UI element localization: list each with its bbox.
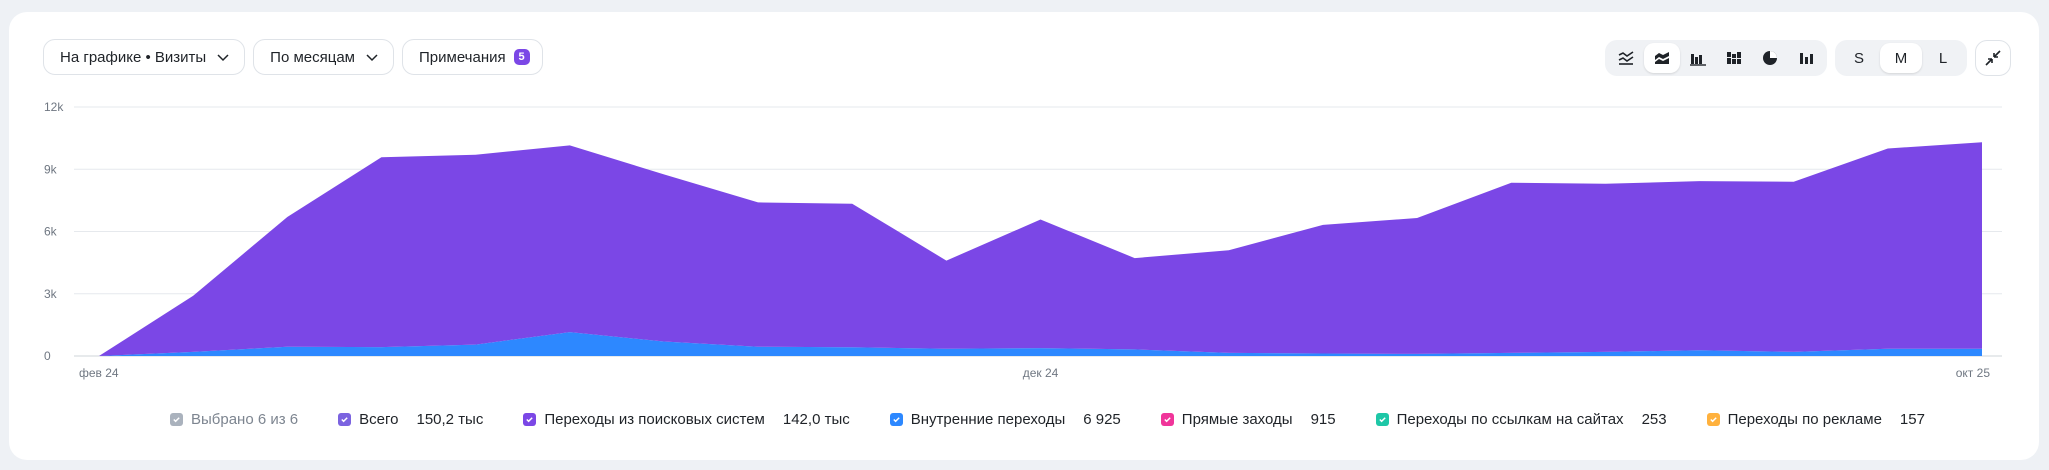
legend: Выбрано 6 из 6 Всего 150,2 тыс Переходы …	[170, 411, 1965, 428]
y-tick-label: 9k	[44, 162, 58, 176]
legend-value: 6 925	[1083, 411, 1121, 428]
period-dropdown-label: По месяцам	[270, 48, 355, 66]
size-switcher: S M L	[1835, 40, 1967, 76]
checkbox-icon	[1706, 413, 1720, 426]
y-tick-label: 0	[44, 349, 51, 363]
chevron-down-icon	[217, 54, 229, 62]
size-m-button[interactable]: M	[1880, 43, 1922, 73]
y-tick-label: 12k	[44, 100, 64, 114]
checkbox-icon	[1375, 413, 1389, 426]
legend-value: 157	[1899, 411, 1925, 428]
bar-chart-icon	[1800, 53, 1813, 64]
pie-chart-icon	[1763, 51, 1777, 65]
collapse-icon	[1985, 50, 2001, 66]
notes-count-badge: 5	[513, 49, 530, 65]
legend-label: Прямые заходы	[1181, 411, 1293, 428]
metric-dropdown[interactable]: На графике • Визиты	[43, 39, 246, 75]
toolbar-right: S M L	[1605, 40, 2011, 76]
legend-summary-label: Выбрано 6 из 6	[191, 411, 299, 428]
legend-item-internal[interactable]: Внутренние переходы 6 925	[889, 411, 1121, 428]
checkbox-icon	[889, 413, 903, 426]
stacked-bar-icon	[1727, 52, 1741, 64]
legend-label: Переходы по ссылкам на сайтах	[1396, 411, 1624, 428]
legend-item-search[interactable]: Переходы из поисковых систем 142,0 тыс	[523, 411, 850, 428]
x-tick-label: окт 25	[1956, 366, 1991, 380]
checkbox-icon	[523, 413, 537, 426]
legend-item-ads[interactable]: Переходы по рекламе 157	[1706, 411, 1925, 428]
collapse-button[interactable]	[1975, 40, 2011, 76]
checkbox-icon	[338, 413, 352, 426]
legend-label: Переходы из поисковых систем	[544, 411, 765, 428]
stacked-area-icon	[1655, 52, 1669, 64]
checkbox-icon	[170, 413, 183, 426]
y-tick-label: 6k	[44, 225, 58, 239]
chart-type-grouped-bar[interactable]	[1680, 43, 1716, 73]
size-s-button[interactable]: S	[1853, 49, 1864, 67]
series-area[interactable]	[99, 142, 1982, 356]
period-dropdown[interactable]: По месяцам	[253, 39, 394, 75]
legend-value: 253	[1641, 411, 1667, 428]
toolbar-left: На графике • Визиты По месяцам Примечани…	[43, 39, 543, 75]
legend-value: 915	[1310, 411, 1336, 428]
legend-value: 142,0 тыс	[782, 411, 850, 428]
legend-item-direct[interactable]: Прямые заходы 915	[1160, 411, 1336, 428]
size-l-button[interactable]: L	[1938, 49, 1948, 67]
chart-type-stacked-area[interactable]	[1644, 43, 1680, 73]
grouped-bar-icon	[1690, 54, 1706, 66]
area-lines-icon	[1618, 51, 1634, 65]
chart-type-bar[interactable]	[1788, 43, 1824, 73]
x-tick-label: фев 24	[79, 366, 119, 380]
chevron-down-icon	[366, 54, 378, 62]
chart-type-stacked-bar[interactable]	[1716, 43, 1752, 73]
stacked-area-chart: 0 3k 6k 9k 12k фев 24 дек 24 окт 25	[44, 100, 2002, 380]
notes-label: Примечания	[419, 48, 506, 66]
chart-type-switcher	[1605, 40, 1827, 76]
legend-item-links[interactable]: Переходы по ссылкам на сайтах 253	[1375, 411, 1667, 428]
chart-type-area-lines[interactable]	[1608, 43, 1644, 73]
notes-button[interactable]: Примечания 5	[402, 39, 543, 75]
legend-label: Внутренние переходы	[910, 411, 1066, 428]
y-tick-label: 3k	[44, 287, 58, 301]
metric-dropdown-label: На графике • Визиты	[60, 48, 207, 66]
series-area[interactable]	[99, 332, 1982, 356]
legend-label: Всего	[359, 411, 399, 428]
legend-item-total[interactable]: Всего 150,2 тыс	[338, 411, 483, 428]
chart-type-pie[interactable]	[1752, 43, 1788, 73]
x-tick-label: дек 24	[1023, 366, 1059, 380]
legend-summary[interactable]: Выбрано 6 из 6	[170, 411, 298, 428]
legend-value: 150,2 тыс	[416, 411, 484, 428]
legend-label: Переходы по рекламе	[1727, 411, 1882, 428]
checkbox-icon	[1160, 413, 1174, 426]
